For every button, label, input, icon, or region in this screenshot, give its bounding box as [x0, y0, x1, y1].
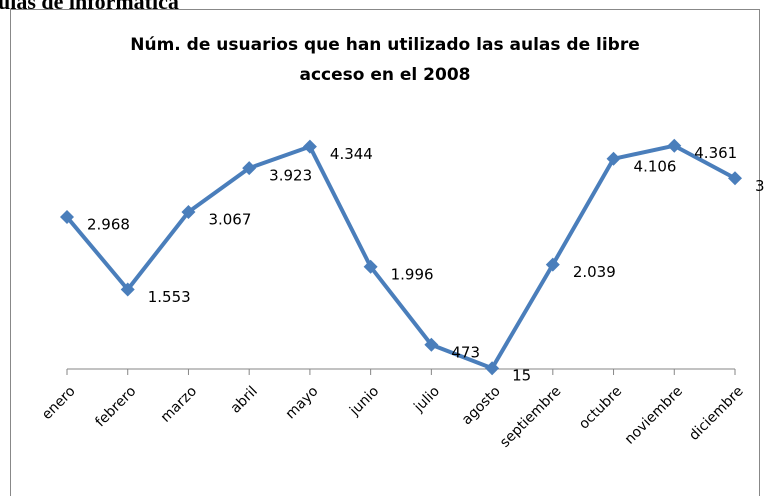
data-label: 4.106: [634, 157, 677, 175]
point-marker: [728, 171, 742, 186]
x-tick-label: noviembre: [622, 383, 686, 447]
chart-border: [10, 9, 760, 496]
chart-title: acceso en el 2008: [299, 65, 470, 85]
x-tick-label: mayo: [283, 383, 322, 422]
point-marker: [120, 282, 135, 297]
data-label: 3.725: [755, 177, 764, 195]
x-tick-label: julio: [410, 383, 443, 416]
x-tick-label: septiembre: [497, 383, 564, 450]
point-marker: [363, 259, 378, 274]
data-label: 4.344: [330, 145, 373, 163]
data-label: 2.039: [573, 263, 616, 281]
point-marker: [242, 161, 257, 176]
x-tick-label: diciembre: [686, 383, 747, 444]
series-line: [65, 143, 736, 371]
point-marker: [424, 337, 439, 352]
x-tick-label: febrero: [92, 383, 139, 430]
point-marker: [667, 138, 682, 153]
x-tick-label: octubre: [576, 383, 625, 432]
point-marker: [606, 151, 621, 166]
data-label: 473: [451, 343, 480, 361]
page-heading: ulas de informática: [0, 0, 179, 14]
x-tick-label: marzo: [158, 383, 200, 425]
x-tick-label: agosto: [459, 383, 504, 428]
chart-title: Núm. de usuarios que han utilizado las a…: [130, 35, 640, 55]
x-tick-label: abril: [228, 383, 261, 416]
point-marker: [485, 361, 500, 376]
x-tick-label: enero: [39, 383, 79, 423]
x-tick-label: junio: [346, 383, 382, 419]
point-marker: [60, 210, 74, 225]
data-label: 3.067: [208, 210, 251, 228]
point-marker: [545, 257, 560, 272]
data-label: 1.996: [391, 265, 434, 283]
point-marker: [181, 204, 196, 219]
data-label: 4.361: [694, 144, 737, 162]
data-label: 3.923: [269, 167, 312, 185]
point-marker: [302, 139, 317, 154]
data-label: 2.968: [87, 216, 130, 234]
data-label: 15: [512, 367, 531, 385]
data-label: 1.553: [148, 288, 191, 306]
